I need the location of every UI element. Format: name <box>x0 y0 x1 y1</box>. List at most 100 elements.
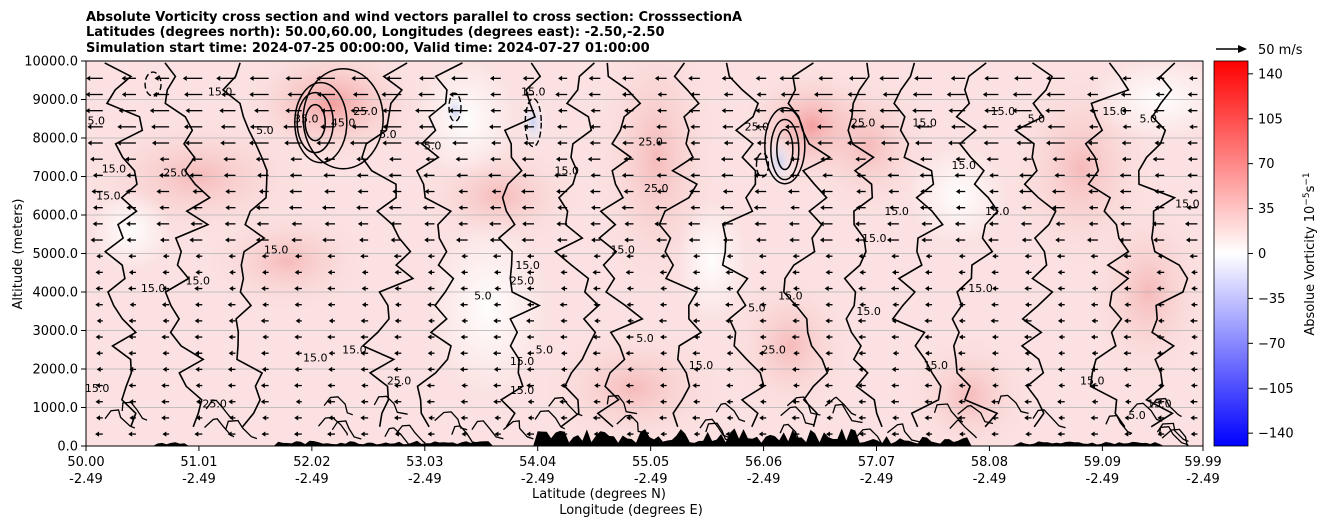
wind-vector-head <box>1058 382 1063 389</box>
wind-vector-head <box>1024 382 1029 389</box>
contour-label: 15.0 <box>1080 374 1105 387</box>
wind-vector-head <box>1122 75 1127 81</box>
wind-vector-head <box>1025 302 1030 308</box>
wind-vector-head <box>692 318 697 324</box>
surface-contour-line <box>1129 402 1163 422</box>
wind-vector-head <box>592 350 597 356</box>
wind-vector-head <box>958 302 963 308</box>
surface-contour-line <box>1150 397 1182 418</box>
wind-vector-head <box>350 108 355 114</box>
wind-vector-head <box>1091 269 1096 275</box>
wind-vector-head <box>96 415 101 421</box>
wind-vector-head <box>427 253 432 259</box>
wind-vector-head <box>656 172 661 178</box>
wind-vector-head <box>890 285 895 292</box>
wind-vector-head <box>887 172 892 178</box>
wind-vector-head <box>958 269 963 275</box>
wind-vector-head <box>522 172 527 178</box>
wind-vector-head <box>690 172 695 178</box>
wind-vector-head <box>460 285 465 292</box>
wind-vector-head <box>989 172 994 178</box>
wind-vector-head <box>1158 382 1163 389</box>
surface-contour-line <box>997 394 1029 415</box>
wind-vector-head <box>427 366 432 372</box>
wind-vector-head <box>817 140 822 146</box>
wind-vector-head <box>988 237 993 243</box>
wind-vector-head <box>991 350 996 356</box>
wind-vector-head <box>590 172 595 178</box>
wind-vector-head <box>887 221 892 227</box>
wind-vector-head <box>825 318 830 324</box>
wind-vector-head <box>159 172 164 178</box>
contour-label: 15.0 <box>778 290 803 303</box>
wind-vector-head <box>858 253 863 259</box>
contour-label: 15.0 <box>186 274 211 287</box>
x-tick-label-lon: -2.49 <box>1086 472 1120 487</box>
wind-vector-head <box>793 350 798 356</box>
wind-vector-head <box>988 221 993 227</box>
contour-label: 15.0 <box>968 282 993 295</box>
wind-vector-head <box>560 253 565 259</box>
wind-vector-head <box>819 237 824 243</box>
wind-vector-head <box>825 350 830 356</box>
wind-vector-head <box>117 124 122 130</box>
wind-vector-head <box>287 91 292 98</box>
wind-vector-head <box>260 399 265 405</box>
wind-vector-head <box>789 172 794 178</box>
wind-vector-head <box>461 318 466 324</box>
wind-vector-head <box>493 302 498 308</box>
x-axis-label-latitude: Latitude (degrees N) <box>532 487 666 502</box>
contour-line <box>103 62 144 428</box>
contour-loop <box>764 106 806 185</box>
wind-vector-head <box>626 431 631 437</box>
contour-loop <box>296 91 334 154</box>
wind-vector-head <box>912 91 917 98</box>
wind-vector-head <box>882 91 887 98</box>
wind-vector-head <box>393 399 398 405</box>
wind-vector-head <box>656 140 661 146</box>
wind-vector-head <box>759 415 764 421</box>
contour-line <box>361 62 415 427</box>
wind-vector-head <box>1124 431 1129 437</box>
wind-vector-head <box>162 285 167 292</box>
wind-vector-head <box>723 91 728 98</box>
wind-vector-head <box>959 285 964 292</box>
wind-vector-head <box>693 334 698 340</box>
wind-vector-head <box>351 124 356 130</box>
wind-vector-head <box>1021 237 1026 243</box>
wind-vector-head <box>888 188 893 195</box>
wind-vector-head <box>1187 91 1192 98</box>
contour-label: 15.0 <box>862 232 887 245</box>
wind-vector-head <box>848 108 853 114</box>
wind-vector-head <box>556 237 561 243</box>
contour-label: 15.0 <box>884 205 909 218</box>
wind-vector-head <box>195 302 200 308</box>
wind-vector-head <box>225 188 230 195</box>
wind-vector-head <box>557 108 562 114</box>
wind-vector-head <box>96 318 101 324</box>
wind-vector-head <box>1188 188 1193 195</box>
y-tick-label: 7000.0 <box>33 170 79 185</box>
wind-vector-head <box>456 237 461 243</box>
wind-vector-head <box>792 269 797 275</box>
wind-vector-head <box>587 156 592 162</box>
wind-vector-head <box>916 124 921 130</box>
wind-vector-head <box>660 253 665 259</box>
wind-vector-head <box>327 382 332 389</box>
wind-vector-head <box>1157 431 1162 437</box>
wind-vector-head <box>758 350 763 356</box>
contour-label: 15.0 <box>912 116 937 129</box>
wind-vectors <box>86 75 1198 437</box>
wind-vector-head <box>925 302 930 308</box>
wind-vector-head <box>359 237 364 243</box>
wind-vector-head <box>824 382 829 389</box>
wind-vector-head <box>182 75 187 81</box>
wind-vector-head <box>96 350 101 356</box>
surface-contour-line <box>323 396 354 416</box>
wind-vector-head <box>690 124 695 130</box>
wind-vector-head <box>621 172 626 178</box>
y-tick-label: 0.0 <box>57 440 78 455</box>
wind-vector-head <box>958 399 963 405</box>
wind-vector-head <box>460 415 465 421</box>
wind-vector-head <box>692 350 697 356</box>
